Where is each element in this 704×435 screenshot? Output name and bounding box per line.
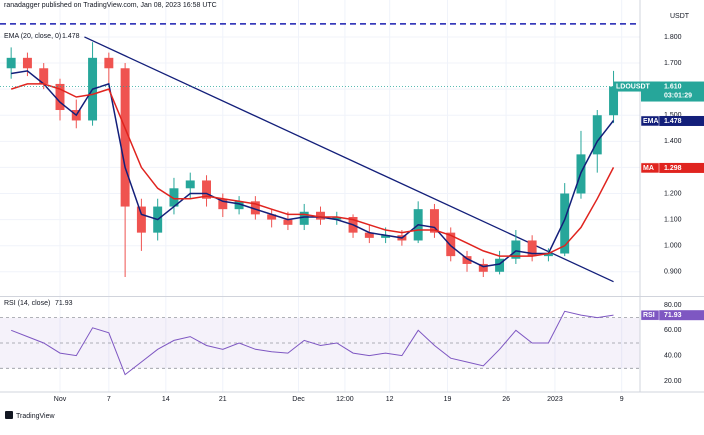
rsi-tick-label: 80.00	[664, 302, 682, 309]
plot	[0, 23, 640, 376]
candle-body	[462, 256, 472, 264]
tag-background	[641, 162, 704, 173]
candle-body	[6, 57, 16, 69]
x-tick-label: 12	[386, 396, 394, 403]
y-tick-label: 1.700	[664, 60, 682, 67]
y-tick-label: 0.900	[664, 269, 682, 276]
y-tick-label: 1.200	[664, 190, 682, 197]
candle-body	[267, 214, 277, 220]
chart-title: ranadagger published on TradingView.com,…	[4, 2, 217, 9]
candle-body	[364, 232, 374, 238]
ema-legend-value: 1.478	[62, 33, 80, 40]
candle-body	[218, 198, 228, 210]
price-tag: EMA 1.478	[640, 115, 704, 127]
candle-body	[560, 193, 570, 254]
x-tick-label: Nov	[54, 396, 67, 403]
tag-background	[641, 115, 704, 126]
rsi-name: RSI	[643, 312, 655, 319]
candle-body	[446, 232, 456, 257]
candle-body	[592, 115, 602, 155]
symbol-background	[614, 81, 660, 92]
candle-body	[283, 219, 293, 225]
x-tick-label: 14	[162, 396, 170, 403]
x-tick-label: 2023	[547, 396, 563, 403]
candle-body	[22, 57, 32, 69]
candle-body	[185, 180, 195, 189]
series-name-background	[640, 115, 660, 127]
ema-legend: EMA (20, close, 0)	[4, 33, 61, 40]
price-tag: RSI 71.93	[640, 309, 704, 321]
currency-label: USDT	[670, 13, 690, 20]
rsi-tick-label: 20.00	[664, 378, 682, 385]
candle-body	[39, 68, 49, 84]
tag-value: 1.610	[664, 83, 682, 90]
x-tick-label: 19	[444, 396, 452, 403]
y-tick-label: 1.000	[664, 243, 682, 250]
tag-value: 1.478	[664, 118, 682, 125]
candle-body	[169, 188, 179, 207]
candle-body	[527, 240, 537, 257]
price-tag: LDOUSDT 03:01:29 1.610	[614, 81, 704, 102]
y-tick-label: 1.400	[664, 138, 682, 145]
candle-body	[250, 201, 260, 215]
series-name: EMA	[643, 118, 659, 125]
x-tick-label: Dec	[292, 396, 305, 403]
candle-body	[478, 263, 488, 272]
indicator-line	[10, 83, 615, 257]
candle-body	[136, 206, 146, 233]
candle-body	[609, 86, 619, 116]
series-name: MA	[643, 165, 654, 172]
symbol-label: LDOUSDT	[616, 83, 651, 90]
brand: TradingView	[16, 413, 55, 420]
candle-body	[202, 180, 211, 199]
x-tick-label: 21	[219, 396, 227, 403]
rsi-line	[11, 310, 614, 376]
candle-body	[495, 258, 505, 272]
candle-body	[299, 211, 309, 225]
rsi-tick-label: 60.00	[664, 327, 682, 334]
x-tick-label: 7	[107, 396, 111, 403]
candle-body	[332, 216, 342, 220]
candle-body	[104, 57, 114, 69]
y-tick-label: 1.100	[664, 216, 682, 223]
x-tick-label: 26	[502, 396, 510, 403]
candle-body	[511, 240, 521, 259]
countdown: 03:01:29	[664, 92, 692, 99]
rsi-legend: RSI (14, close)	[4, 300, 50, 307]
tag-background	[641, 310, 704, 321]
candle-body	[234, 201, 244, 210]
candle-body	[316, 211, 325, 220]
candle-body	[429, 209, 439, 233]
y-tick-label: 1.500	[664, 112, 682, 119]
rsi-name-background	[640, 309, 660, 321]
x-tick-label: 9	[620, 396, 624, 403]
price-tag: MA 1.298	[640, 162, 704, 174]
brand-icon	[5, 411, 13, 419]
candle-body	[543, 253, 553, 257]
series-name-background	[640, 162, 660, 174]
y-tick-label: 1.800	[664, 34, 682, 41]
rsi-tick-label: 40.00	[664, 352, 682, 359]
tag-value: 1.298	[664, 165, 682, 172]
candle-body	[55, 83, 65, 111]
x-tick-label: 12:00	[336, 396, 354, 403]
rsi-legend-value: 71.93	[55, 300, 73, 307]
candle-body	[381, 235, 391, 238]
tag-value: 71.93	[664, 312, 682, 319]
candle-body	[120, 68, 130, 207]
trendline	[84, 36, 614, 283]
indicator-line	[11, 70, 615, 268]
